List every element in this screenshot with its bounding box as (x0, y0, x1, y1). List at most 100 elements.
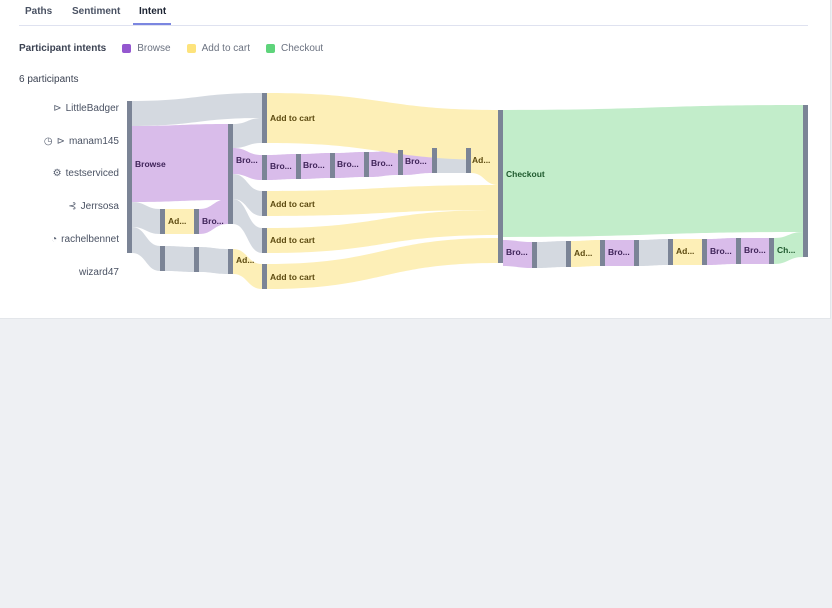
flow-link (132, 124, 228, 202)
flow-link (267, 154, 296, 180)
participant-name: manam145 (68, 136, 119, 147)
node-bar (127, 101, 132, 253)
node-bar (194, 209, 199, 234)
node-label-browse: Bro... (303, 160, 325, 170)
flow-link (233, 174, 262, 216)
plane-icon: ⊳ (56, 136, 65, 147)
participant-row[interactable]: ◷ ⊳ manam145 (44, 136, 119, 147)
node-bar (702, 239, 707, 265)
node-label: Bro... (744, 245, 766, 255)
node-bar (262, 264, 267, 289)
node-bar (194, 247, 199, 272)
node-label: Ch... (777, 245, 795, 255)
checkout-swatch (265, 44, 275, 53)
node-label: Bro... (506, 247, 528, 257)
node-label: Bro... (608, 247, 630, 257)
node-label-browse: Bro... (371, 158, 393, 168)
flow-link (301, 153, 330, 179)
flow-link (335, 152, 364, 178)
legend-label: Add to cart (201, 43, 250, 54)
node-bar (262, 93, 267, 143)
flow-link (165, 246, 194, 272)
node-bar (803, 105, 808, 257)
participant-name: wizard47 (78, 267, 119, 278)
flow-link (233, 199, 262, 253)
participant-name: rachelbennet (61, 234, 119, 245)
flow-link (132, 202, 160, 234)
flow-link (199, 199, 228, 234)
node-bar (160, 209, 165, 234)
plane-icon: ⊳ (53, 103, 62, 114)
node-bar (600, 240, 605, 266)
node-bar (262, 155, 267, 180)
intent-card: Paths Sentiment Intent Participant inten… (0, 0, 831, 319)
legend-item-add-to-cart: Add to cart (186, 43, 250, 54)
node-bar (498, 110, 503, 263)
legend-label: Checkout (280, 43, 324, 54)
node-label-add-to-cart: Ad... (168, 216, 186, 226)
node-label-add-to-cart: Add to cart (270, 199, 315, 209)
add-to-cart-swatch (186, 44, 196, 53)
node-label-browse: Bro... (270, 161, 292, 171)
node-bar (769, 238, 774, 264)
node-bar (432, 148, 437, 173)
node-label: Bro... (710, 246, 732, 256)
flow-link (267, 210, 498, 253)
flow-link (537, 241, 566, 268)
node-bar (364, 152, 369, 177)
node-bar (262, 191, 267, 216)
participant-row[interactable]: ⚙ testserviced (53, 168, 119, 179)
tab-bar: Paths Sentiment Intent (19, 0, 808, 26)
participant-row[interactable]: wizard47 (79, 267, 119, 278)
node-label-add-to-cart: Add to cart (270, 235, 315, 245)
flow-link (571, 240, 600, 267)
node-label-browse: Bro... (202, 216, 224, 226)
share-icon: ⊰ (68, 201, 77, 212)
participant-name: LittleBadger (65, 103, 119, 114)
tab-paths[interactable]: Paths (25, 6, 53, 17)
node-bar (296, 154, 301, 179)
flow-link (132, 227, 160, 271)
node-bar (262, 228, 267, 253)
legend-item-browse: Browse (122, 43, 171, 54)
flow-link (233, 148, 262, 180)
node-bar (466, 148, 471, 173)
flow-link (267, 238, 498, 289)
flow-link (369, 150, 398, 177)
node-label-browse: Browse (135, 159, 166, 169)
flow-link (741, 238, 770, 264)
network-icon: ⚙ (52, 168, 62, 179)
tab-sentiment[interactable]: Sentiment (72, 6, 121, 17)
legend-title: Participant intents (19, 43, 107, 54)
active-tab-indicator (133, 23, 171, 25)
participant-row[interactable]: ⊳ LittleBadger (53, 103, 119, 114)
node-label-add-to-cart: Add to cart (270, 272, 315, 282)
participant-row[interactable]: ◔ rachelbennet (51, 234, 119, 245)
node-label-browse: Bro... (337, 159, 359, 169)
node-bar (160, 246, 165, 271)
node-label-add-to-cart: Ad... (472, 155, 490, 165)
flow-link (605, 240, 634, 266)
flow-link (165, 209, 194, 234)
node-bar (532, 242, 537, 268)
tab-intent[interactable]: Intent (139, 6, 167, 17)
flow-link (199, 247, 228, 274)
flow-link (503, 240, 532, 268)
flow-link (132, 93, 262, 126)
node-label-checkout: Checkout (506, 169, 545, 179)
legend-item-checkout: Checkout (265, 43, 324, 54)
flow-link (233, 249, 262, 289)
node-bar (330, 153, 335, 178)
node-label: Ad... (574, 248, 592, 258)
flow-link (774, 232, 803, 264)
node-label-browse: Bro... (236, 155, 258, 165)
legend-label: Browse (137, 43, 171, 54)
participant-row[interactable]: ⊰ Jerrsosa (68, 201, 119, 212)
participant-name: testserviced (65, 168, 119, 179)
flow-link (673, 239, 702, 265)
participant-name: Jerrsosa (80, 201, 119, 212)
intent-sankey: Browse Add to cart Add to cart Add to cart A… (127, 93, 808, 289)
flow-link (233, 118, 262, 148)
browse-swatch (122, 44, 132, 53)
node-bar (668, 239, 673, 265)
